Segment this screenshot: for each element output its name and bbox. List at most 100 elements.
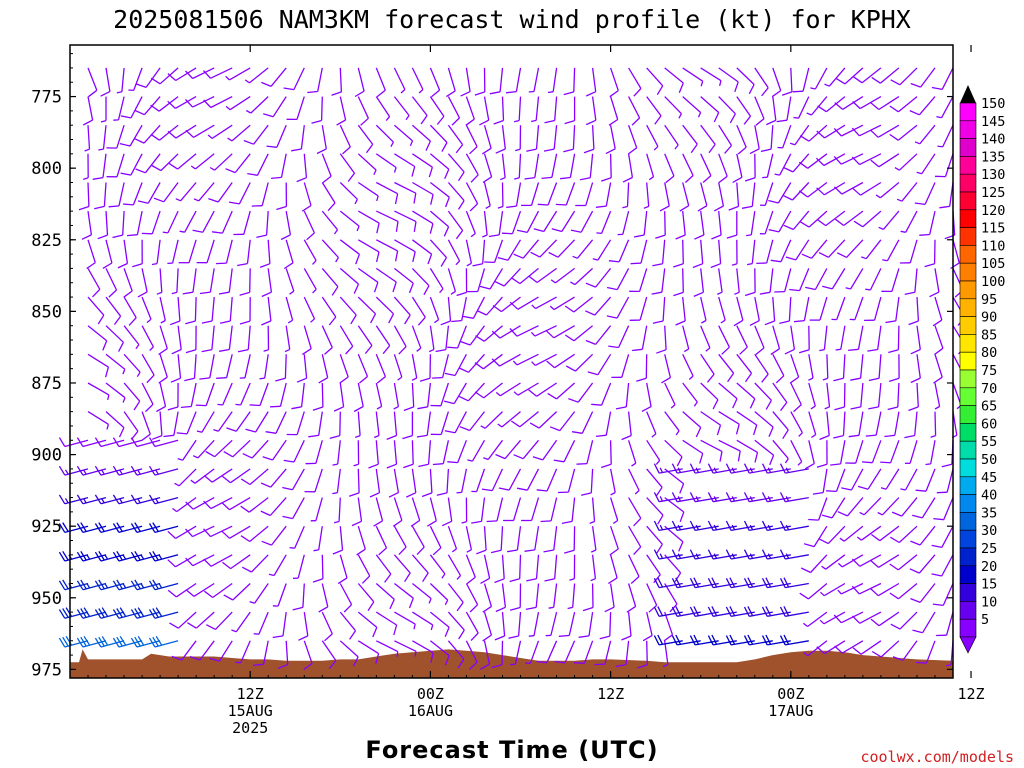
wind-barb <box>339 296 357 325</box>
colorbar-swatch <box>959 334 977 353</box>
barb-flag <box>228 201 240 205</box>
barb-staff <box>622 210 630 235</box>
barb-staff <box>924 182 936 205</box>
barb-staff <box>339 96 347 121</box>
wind-barb <box>675 211 686 240</box>
wind-barb <box>682 67 704 87</box>
barb-staff <box>375 411 380 436</box>
wind-barb <box>548 583 558 609</box>
wind-barb <box>403 382 415 412</box>
barb-staff <box>116 153 125 177</box>
barb-staff <box>515 182 522 207</box>
wind-barb <box>486 497 504 523</box>
barb-staff <box>501 583 507 608</box>
wind-barb <box>596 210 612 235</box>
wind-barb <box>821 497 846 519</box>
wind-barb <box>298 612 309 641</box>
barb-flag <box>690 143 698 154</box>
barb-staff <box>885 468 900 490</box>
wind-barb <box>819 325 828 352</box>
barb-staff <box>123 382 141 402</box>
barb-flag <box>329 434 340 440</box>
wind-barb <box>726 211 738 239</box>
barb-flag <box>80 522 87 532</box>
wind-barb <box>167 525 197 539</box>
wind-barb <box>141 210 161 235</box>
barb-flag <box>721 346 730 355</box>
wind-barb <box>528 267 557 284</box>
barb-flag <box>119 635 127 646</box>
barb-flag <box>116 522 123 532</box>
wind-barb <box>222 554 251 570</box>
barb-flag <box>734 81 739 93</box>
wind-barb <box>148 550 179 562</box>
wind-barb <box>333 382 345 412</box>
wind-barb <box>772 411 789 440</box>
wind-barb <box>852 96 882 110</box>
wind-barb <box>241 554 269 573</box>
barb-flag <box>116 608 123 618</box>
barb-flag <box>707 578 714 588</box>
barb-half-flag <box>688 375 694 380</box>
wind-barb <box>509 554 522 583</box>
wind-barb <box>120 96 143 119</box>
barb-staff <box>952 239 960 264</box>
wind-barb <box>646 124 659 151</box>
barb-flag <box>621 434 632 441</box>
barb-staff <box>836 296 846 320</box>
barb-flag <box>563 148 574 153</box>
wind-barb <box>321 640 337 670</box>
barb-staff <box>646 468 663 488</box>
wind-barb <box>412 239 433 265</box>
barb-staff <box>270 67 287 87</box>
wind-barb <box>521 182 540 207</box>
barb-flag <box>932 603 944 607</box>
wind-barb <box>718 353 735 383</box>
barb-staff <box>526 468 540 491</box>
barb-half-flag <box>160 319 166 324</box>
wind-barb <box>510 267 539 285</box>
wind-barb <box>525 640 540 664</box>
barb-half-flag <box>172 507 178 513</box>
wind-barb <box>141 411 151 441</box>
barb-staff <box>141 382 154 405</box>
barb-staff <box>501 96 505 121</box>
barb-flag <box>885 320 896 324</box>
barb-half-flag <box>824 83 830 87</box>
barb-half-flag <box>390 141 394 148</box>
wind-barb <box>816 640 846 655</box>
barb-flag <box>615 663 627 668</box>
barb-flag <box>785 256 796 261</box>
barb-staff <box>375 325 391 346</box>
barb-flag <box>679 483 685 494</box>
barb-staff <box>871 440 882 463</box>
barb-flag <box>833 614 842 624</box>
barb-flag <box>783 224 794 231</box>
barb-flag <box>729 577 736 588</box>
wind-barb <box>123 296 137 326</box>
barb-flag <box>841 487 852 491</box>
wind-barb <box>925 440 936 466</box>
barb-flag <box>671 549 678 560</box>
barb-flag <box>748 84 755 95</box>
barb-staff <box>808 382 816 407</box>
barb-staff <box>823 325 828 350</box>
barb-flag <box>868 406 879 410</box>
barb-staff <box>303 354 308 379</box>
barb-flag <box>653 635 660 646</box>
barb-flag <box>782 429 789 440</box>
barb-staff <box>275 411 287 434</box>
wind-barb <box>76 437 107 448</box>
barb-half-flag <box>720 319 726 324</box>
barb-half-flag <box>878 226 884 230</box>
wind-barb <box>692 239 704 269</box>
barb-flag <box>789 376 799 384</box>
barb-half-flag <box>434 319 439 324</box>
barb-half-flag <box>631 462 637 467</box>
barb-flag <box>459 426 470 432</box>
barb-staff <box>184 210 197 233</box>
wind-barb <box>282 468 305 491</box>
barb-half-flag <box>806 112 812 116</box>
wind-barb <box>622 153 634 183</box>
wind-barb <box>564 526 576 554</box>
